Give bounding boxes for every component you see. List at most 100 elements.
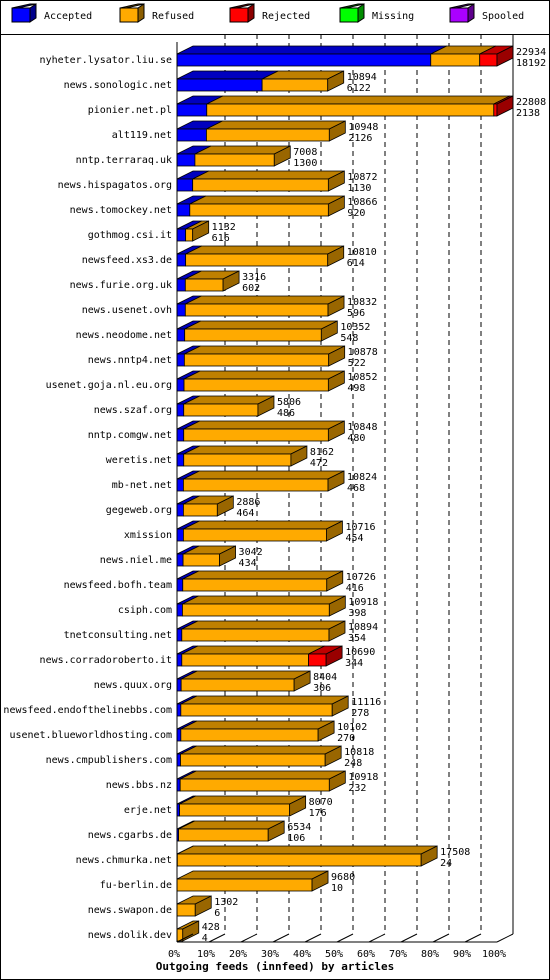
accepted-label: 4 bbox=[202, 933, 208, 944]
accepted-label: 548 bbox=[340, 333, 358, 344]
bar-end-face bbox=[273, 145, 291, 167]
bar-end-face bbox=[326, 520, 343, 542]
accepted-label: 106 bbox=[287, 833, 305, 844]
accepted-label: 18192 bbox=[516, 58, 546, 69]
legend-swatch bbox=[229, 7, 249, 23]
bar-segment-rejected bbox=[308, 653, 327, 667]
bar-segment-refused bbox=[176, 903, 196, 917]
host-label: xmission bbox=[124, 530, 172, 541]
bar-top-refused bbox=[177, 845, 438, 855]
bar-end-face bbox=[311, 870, 329, 892]
bar-segment-refused bbox=[192, 178, 329, 192]
host-label: news.neodome.net bbox=[76, 330, 172, 341]
accepted-label: 1130 bbox=[347, 183, 371, 194]
host-label: pionier.net.pl bbox=[88, 105, 172, 116]
x-tick-label: 90% bbox=[453, 949, 471, 960]
total-label: 8404 bbox=[313, 672, 337, 683]
bar-segment-accepted bbox=[176, 603, 183, 617]
legend: Accepted Refused Rejected Missing Spooled bbox=[11, 3, 524, 23]
host-label: news.dolik.dev bbox=[88, 930, 172, 941]
host-label: news.sonologic.net bbox=[64, 80, 172, 91]
tick-line bbox=[176, 933, 194, 943]
accepted-label: 602 bbox=[242, 283, 260, 294]
bar-end-face bbox=[327, 295, 345, 317]
accepted-label: 472 bbox=[310, 458, 328, 469]
host-label: alt119.net bbox=[112, 130, 172, 141]
total-label: 8070 bbox=[309, 797, 333, 808]
host-label: news.corradoroberto.it bbox=[40, 655, 172, 666]
bar-segment-refused bbox=[189, 203, 329, 217]
host-label: nntp.terraraq.uk bbox=[76, 155, 172, 166]
total-label: 10352 bbox=[340, 322, 370, 333]
bar-segment-rejected bbox=[493, 103, 498, 117]
total-label: 10848 bbox=[347, 422, 377, 433]
x-tick-label: 40% bbox=[293, 949, 311, 960]
total-label: 5806 bbox=[277, 397, 301, 408]
bar-segment-refused bbox=[430, 53, 481, 67]
host-label: gegeweb.org bbox=[106, 505, 172, 516]
legend-label: Accepted bbox=[44, 11, 92, 22]
x-tick-label: 80% bbox=[421, 949, 439, 960]
host-label: news.nntp4.net bbox=[88, 355, 172, 366]
total-label: 10716 bbox=[345, 522, 375, 533]
bar-segment-accepted bbox=[176, 53, 432, 67]
bar-top-refused bbox=[206, 120, 346, 130]
bar-top-refused bbox=[206, 95, 510, 105]
bar-segment-accepted bbox=[176, 253, 187, 267]
accepted-label: 232 bbox=[348, 783, 366, 794]
bar-end-face bbox=[331, 695, 349, 717]
total-label: 10102 bbox=[337, 722, 367, 733]
bar-segment-refused bbox=[181, 653, 309, 667]
bar-segment-rejected bbox=[479, 53, 498, 67]
total-label: 1132 bbox=[212, 222, 236, 233]
bar-end-face bbox=[327, 170, 345, 192]
tick-line bbox=[272, 933, 290, 943]
total-label: 10918 bbox=[348, 597, 378, 608]
bar-segment-refused bbox=[182, 478, 329, 492]
bar-segment-refused bbox=[183, 403, 259, 417]
tick-line bbox=[304, 933, 322, 943]
accepted-label: 468 bbox=[347, 483, 365, 494]
bar-segment-accepted bbox=[176, 128, 207, 142]
accepted-label: 486 bbox=[277, 408, 295, 419]
total-label: 22934 bbox=[516, 47, 546, 58]
bar-segment-accepted bbox=[176, 553, 184, 567]
accepted-label: 480 bbox=[347, 433, 365, 444]
accepted-label: 2126 bbox=[348, 133, 372, 144]
chart-title: Outgoing feeds (innfeed) by articles bbox=[156, 960, 394, 973]
x-tick-label: 50% bbox=[325, 949, 343, 960]
bar-segment-refused bbox=[184, 328, 322, 342]
host-label: news.usenet.ovh bbox=[82, 305, 172, 316]
total-label: 3042 bbox=[239, 547, 263, 558]
total-label: 10824 bbox=[347, 472, 377, 483]
accepted-label: 248 bbox=[344, 758, 362, 769]
bar-top-refused bbox=[183, 520, 343, 530]
total-label: 10872 bbox=[347, 172, 377, 183]
accepted-label: 344 bbox=[345, 658, 363, 669]
bar-segment-refused bbox=[183, 453, 292, 467]
total-label: 10810 bbox=[347, 247, 377, 258]
legend-swatch-side bbox=[137, 3, 145, 23]
bar-segment-accepted bbox=[176, 578, 184, 592]
host-label: fu-berlin.de bbox=[100, 880, 172, 891]
host-label: usenet.blueworldhosting.com bbox=[9, 730, 172, 741]
bar-end-face bbox=[326, 570, 344, 592]
accepted-label: 270 bbox=[337, 733, 355, 744]
bar-segment-refused bbox=[194, 153, 275, 167]
bar-top-refused bbox=[192, 170, 345, 180]
bar-top-refused bbox=[176, 870, 329, 880]
accepted-label: 454 bbox=[345, 533, 363, 544]
